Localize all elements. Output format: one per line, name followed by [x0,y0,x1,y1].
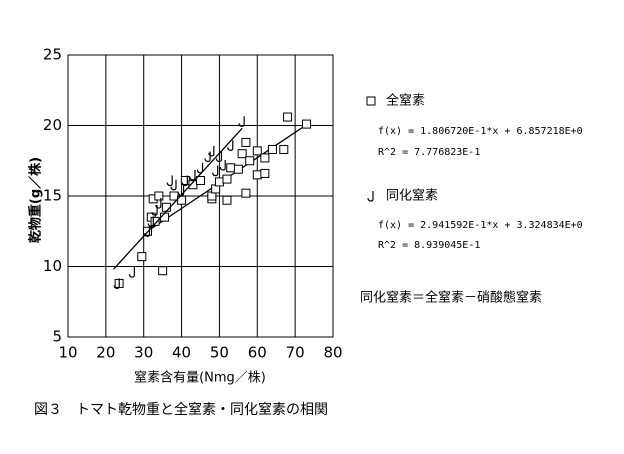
point [143,226,151,237]
point [241,137,251,147]
point [222,174,232,184]
point [252,170,262,180]
point [279,144,289,154]
y-tick-label: 10 [43,257,62,275]
point [212,165,219,177]
point [169,191,179,201]
point [302,119,311,129]
point [245,156,255,166]
point [252,146,262,156]
x-tick-label: 10 [58,344,77,362]
legend-symbol [367,191,374,202]
legend-label: 全窒素 [386,93,425,109]
point [237,149,247,159]
point [238,116,245,127]
point [204,151,211,163]
x-tick-label: 70 [286,344,305,362]
y-axis-label: 乾物重(g／株) [28,157,44,243]
point [177,185,185,196]
note: 同化窒素＝全窒素－硝酸態窒素 [360,290,542,306]
legend-symbol [366,96,376,106]
point [147,216,154,227]
point [267,144,277,154]
r-squared: R^2 = 7.776823E-1 [378,147,480,158]
point [154,191,164,201]
point [219,159,226,171]
x-tick-label: 80 [323,344,342,362]
point [158,266,168,276]
point [170,179,177,191]
point [260,153,270,163]
point [260,168,270,178]
trendline [112,127,243,270]
point [241,188,251,198]
y-tick-label: 5 [52,328,62,346]
caption: 図３ トマト乾物重と全窒素・同化窒素の相関 [34,401,328,418]
x-tick-label: 60 [248,344,267,362]
x-tick-label: 20 [96,344,115,362]
point [222,195,232,205]
point [137,252,147,262]
point [233,164,243,174]
point [113,278,120,290]
point [177,195,187,205]
point [189,169,196,181]
point [226,163,236,173]
point [181,175,188,187]
point [150,216,160,226]
y-tick-label: 25 [43,46,62,64]
point [151,205,158,216]
x-tick-label: 40 [172,344,191,362]
point [155,198,162,209]
x-tick-label: 30 [134,344,153,362]
point [128,267,135,278]
point [196,162,204,174]
point [283,112,293,122]
equation: f(x) = 2.941592E-1*x + 3.324834E+0 [378,220,583,231]
r-squared: R^2 = 8.939045E-1 [378,240,480,251]
equation: f(x) = 1.806720E-1*x + 6.857218E+0 [378,126,583,137]
y-tick-label: 15 [43,187,62,205]
y-tick-label: 20 [43,116,62,134]
point [166,175,173,187]
point [227,140,234,151]
point [214,177,224,187]
x-tick-label: 50 [210,344,229,362]
x-axis-label: 窒素含有量(Nmg／株) [134,370,266,386]
point [215,151,223,163]
point [208,145,215,157]
legend-label: 同化窒素 [386,188,438,204]
point [196,175,205,185]
